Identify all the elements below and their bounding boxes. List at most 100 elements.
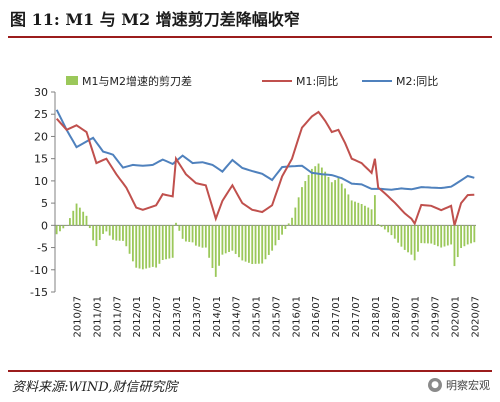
y-tick-label: 15 (34, 153, 48, 166)
spread-bar (393, 225, 396, 239)
spread-bar (337, 177, 340, 226)
spread-bar (112, 225, 114, 240)
spread-bar (327, 176, 330, 226)
spread-bar (135, 225, 138, 268)
spread-bar (380, 225, 383, 227)
x-tick-label: 2014/01 (212, 296, 223, 338)
x-tick-label: 2013/07 (192, 296, 203, 338)
spread-bar (108, 225, 111, 236)
spread-bar (228, 225, 230, 252)
m2-line (55, 109, 475, 191)
spread-bar (430, 225, 433, 244)
spread-bar (347, 194, 350, 226)
spread-bar (151, 225, 154, 267)
spread-bar (383, 225, 386, 230)
x-tick-label: 2018/07 (391, 296, 402, 338)
spread-bar (102, 225, 104, 234)
spread-bar (214, 225, 217, 277)
spread-bar (443, 225, 446, 247)
spread-bar (320, 167, 323, 226)
spread-bar (69, 218, 71, 226)
watermark: ● 明察宏观 (428, 377, 490, 393)
spread-bar (387, 225, 390, 233)
spread-bar (257, 225, 260, 264)
spread-bar (128, 225, 131, 254)
spread-bar (291, 217, 293, 226)
spread-bar (211, 225, 214, 268)
spread-bar (161, 225, 164, 260)
spread-bar (141, 225, 144, 270)
spread-bar (55, 225, 58, 235)
spread-bar (122, 225, 124, 241)
spread-bar (440, 225, 443, 248)
spread-bar (75, 203, 78, 226)
spread-bar (204, 225, 207, 248)
x-tick-label: 2016/07 (311, 296, 322, 338)
spread-bar (470, 225, 472, 244)
y-tick-label: 20 (34, 130, 48, 143)
spread-bar (72, 210, 75, 226)
source-rule (8, 370, 492, 372)
x-tick-label: 2019/01 (411, 296, 422, 338)
y-tick-label: 25 (34, 108, 48, 121)
spread-bar (304, 181, 307, 226)
spread-bar (307, 174, 310, 226)
spread-bar (118, 225, 121, 241)
legend-label-m2: M2:同比 (396, 75, 438, 88)
spread-bar (433, 225, 436, 245)
spread-bar (400, 225, 403, 247)
spread-bar (194, 225, 197, 246)
spread-bar (148, 225, 151, 268)
wechat-icon: ● (428, 378, 442, 392)
spread-bar (234, 225, 237, 254)
source-note: 资料来源:WIND,财信研究院 (12, 380, 178, 395)
y-tick-label: 30 (34, 86, 48, 99)
spread-bar (271, 225, 274, 251)
spread-bar (364, 205, 366, 226)
spread-bar (221, 225, 224, 255)
spread-bar (125, 225, 128, 247)
spread-bar (171, 225, 174, 258)
spread-bar (453, 225, 456, 267)
spread-bar (367, 207, 370, 226)
spread-bar (131, 225, 134, 262)
spread-bar (417, 225, 419, 252)
spread-bar (224, 225, 227, 254)
spread-bar (254, 225, 257, 264)
spread-bar (158, 225, 161, 264)
x-tick-label: 2014/07 (232, 296, 243, 338)
spread-bar (165, 225, 167, 260)
spread-bar (403, 225, 406, 250)
spread-bar (473, 225, 476, 243)
legend-label-m1: M1:同比 (296, 75, 338, 88)
spread-bar (373, 195, 376, 226)
y-tick-label: 0 (41, 219, 48, 232)
spread-bar (59, 225, 61, 232)
spread-bar (241, 225, 244, 261)
spread-bar (267, 225, 270, 255)
spread-bar (175, 222, 177, 226)
spread-bar (85, 215, 88, 226)
x-tick-label: 2011/07 (112, 296, 123, 338)
spread-bar (297, 197, 300, 226)
bar-series-spread (55, 163, 476, 277)
legend-swatch-spread (66, 76, 78, 85)
spread-bar (427, 225, 429, 244)
spread-bar (420, 225, 423, 244)
spread-bar (456, 225, 459, 258)
spread-bar (423, 225, 426, 244)
spread-bar (324, 171, 327, 226)
spread-bar (330, 182, 333, 226)
spread-bar (410, 225, 413, 255)
spread-bar (334, 180, 337, 226)
spread-bar (95, 225, 98, 247)
m1-line (55, 110, 475, 226)
spread-bar (244, 225, 247, 262)
spread-bar (264, 225, 267, 260)
spread-bar (78, 207, 81, 226)
spread-bar (281, 225, 283, 235)
spread-bar (92, 225, 95, 241)
legend: M1与M2增速的剪刀差 M1:同比 M2:同比 (66, 74, 438, 88)
spread-bar (287, 223, 290, 226)
spread-bar (201, 225, 204, 248)
